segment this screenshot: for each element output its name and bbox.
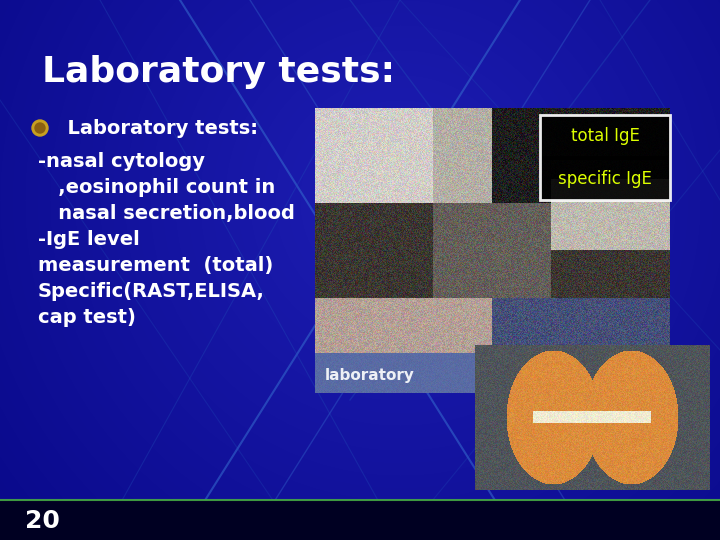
Bar — [315, 353, 512, 393]
Circle shape — [35, 123, 45, 133]
Text: nasal secretion,blood: nasal secretion,blood — [38, 204, 295, 223]
Text: ,eosinophil count in: ,eosinophil count in — [38, 178, 275, 197]
Text: cap test): cap test) — [38, 308, 136, 327]
Text: Specific(RAST,ELISA,: Specific(RAST,ELISA, — [38, 282, 265, 301]
Text: Laboratory tests:: Laboratory tests: — [54, 118, 258, 138]
Text: measurement  (total): measurement (total) — [38, 256, 274, 275]
Bar — [542, 156, 668, 160]
Text: -IgE level: -IgE level — [38, 230, 140, 249]
Circle shape — [32, 120, 48, 136]
Text: total IgE: total IgE — [570, 127, 639, 145]
Text: -nasal cytology: -nasal cytology — [38, 152, 205, 171]
Text: specific IgE: specific IgE — [558, 170, 652, 188]
Text: 20: 20 — [25, 509, 60, 533]
Text: laboratory: laboratory — [325, 368, 415, 383]
Bar — [540, 115, 670, 200]
Text: Laboratory tests:: Laboratory tests: — [42, 55, 395, 89]
Bar — [0, 500, 720, 540]
